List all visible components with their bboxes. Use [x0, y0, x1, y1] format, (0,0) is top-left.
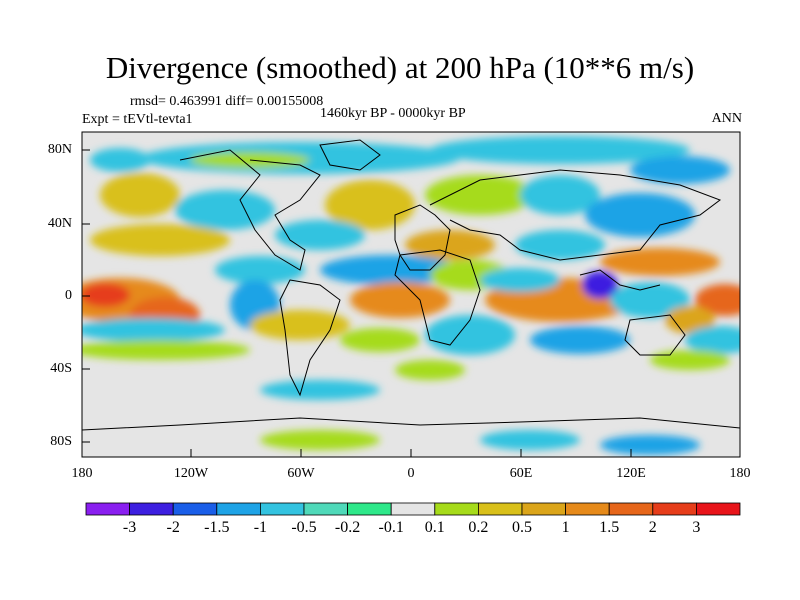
colorbar-swatch — [347, 502, 392, 516]
colorbar-swatch — [216, 502, 261, 516]
colorbar-swatch — [303, 502, 348, 516]
lon-tick-180e: 180 — [729, 466, 751, 481]
lon-tick-120e: 120E — [616, 466, 646, 481]
lon-tick-180w: 180 — [71, 466, 93, 481]
season-label: ANN — [711, 111, 742, 126]
colorbar-swatch — [696, 502, 741, 516]
colorbar-label: -1 — [253, 519, 268, 536]
colorbar-swatch — [85, 502, 130, 516]
lat-tick-40s: 40S — [50, 361, 72, 376]
colorbar-label: 1 — [561, 519, 570, 536]
rmsd-diff-stats: rmsd= 0.463991 diff= 0.00155008 — [130, 94, 324, 109]
lat-tick-40n: 40N — [47, 216, 72, 231]
coastlines — [82, 139, 740, 431]
lon-tick-0: 0 — [407, 466, 415, 481]
colorbar-label: -0.5 — [291, 519, 317, 536]
colorbar-label: 0.2 — [468, 519, 489, 536]
colorbar-label: 0.1 — [424, 519, 445, 536]
colorbar-label: -2 — [166, 519, 180, 536]
lat-tick-80s: 80S — [50, 434, 72, 449]
colorbar-swatch — [565, 502, 610, 516]
colorbar — [85, 502, 741, 516]
map-title: Divergence (smoothed) at 200 hPa (10**6 … — [105, 50, 695, 85]
colorbar-swatch — [129, 502, 174, 516]
colorbar-label: -1.5 — [204, 519, 230, 536]
lat-tick-80n: 80N — [47, 142, 72, 157]
lon-tick-120w: 120W — [173, 466, 209, 481]
lat-tick-0: 0 — [65, 288, 72, 303]
colorbar-label: 3 — [692, 519, 701, 536]
colorbar-swatch — [172, 502, 218, 516]
experiment-label: Expt = tEVtl-tevta1 — [82, 112, 193, 127]
lon-tick-60w: 60W — [287, 466, 315, 481]
divergence-field — [82, 132, 740, 457]
colorbar-swatch — [434, 502, 479, 516]
colorbar-swatch — [652, 502, 697, 516]
colorbar-label: 1.5 — [599, 519, 620, 536]
lon-tick-60e: 60E — [509, 466, 533, 481]
colorbar-swatch — [477, 502, 523, 516]
colorbar-swatch — [608, 502, 654, 516]
colorbar-label: -0.2 — [334, 519, 361, 536]
colorbar-swatch — [521, 502, 566, 516]
colorbar-label: 2 — [648, 519, 657, 536]
colorbar-label: -3 — [122, 519, 137, 536]
colorbar-label: 0.5 — [512, 519, 532, 536]
colorbar-swatch — [390, 502, 436, 516]
colorbar-swatch — [259, 502, 305, 516]
colorbar-label: -0.1 — [378, 519, 404, 536]
period-label: 1460kyr BP - 0000kyr BP — [320, 106, 466, 121]
